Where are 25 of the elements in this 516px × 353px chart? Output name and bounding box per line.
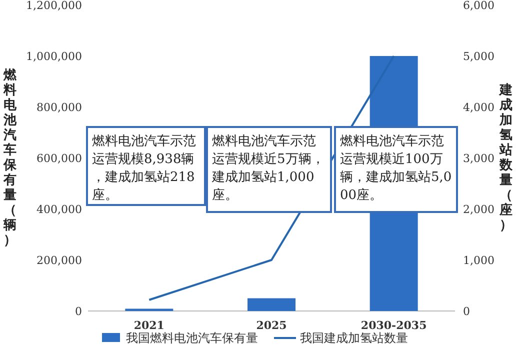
y-tick-label: 600,000 — [36, 152, 82, 165]
y-tick-label: 800,000 — [36, 101, 82, 114]
y-tick-label: 200,000 — [36, 254, 82, 267]
y2-tick-label: 3,000 — [463, 152, 494, 165]
y2-tick-label: 2,000 — [463, 203, 494, 216]
annotation: 燃料电池汽车示范运营规模近5万辆，建成加氢站1,000座。 — [211, 134, 324, 203]
y-tick-label: 1,200,000 — [26, 0, 82, 12]
legend-label: 我国建成加氢站数量 — [300, 331, 408, 345]
y2-tick-label: 1,000 — [463, 254, 494, 267]
y2-tick-label: 5,000 — [463, 50, 494, 63]
y2-tick-label: 4,000 — [463, 101, 494, 114]
annotation: 燃料电池汽车示范运营规模8,938辆，建成加氢站218座。 — [92, 134, 196, 203]
y2-tick-label: 6,000 — [463, 0, 494, 12]
y-tick-label: 1,000,000 — [26, 50, 82, 63]
legend-label: 我国燃料电池汽车保有量 — [126, 331, 258, 345]
x-tick-label: 2030-2035 — [360, 319, 427, 332]
text: 建成加氢站数量（座） — [500, 83, 512, 233]
y-tick-label: 0 — [75, 305, 82, 318]
x-tick-label: 2025 — [256, 319, 287, 332]
bar — [248, 298, 296, 311]
y2-tick-label: 0 — [463, 305, 470, 318]
y-tick-label: 400,000 — [36, 203, 82, 216]
annotation: 燃料电池汽车示范运营规模近100万辆，建成加氢站5,000座。 — [340, 134, 452, 203]
x-tick-label: 2021 — [134, 319, 164, 332]
text: 燃料电池汽车保有量（辆） — [4, 68, 16, 248]
